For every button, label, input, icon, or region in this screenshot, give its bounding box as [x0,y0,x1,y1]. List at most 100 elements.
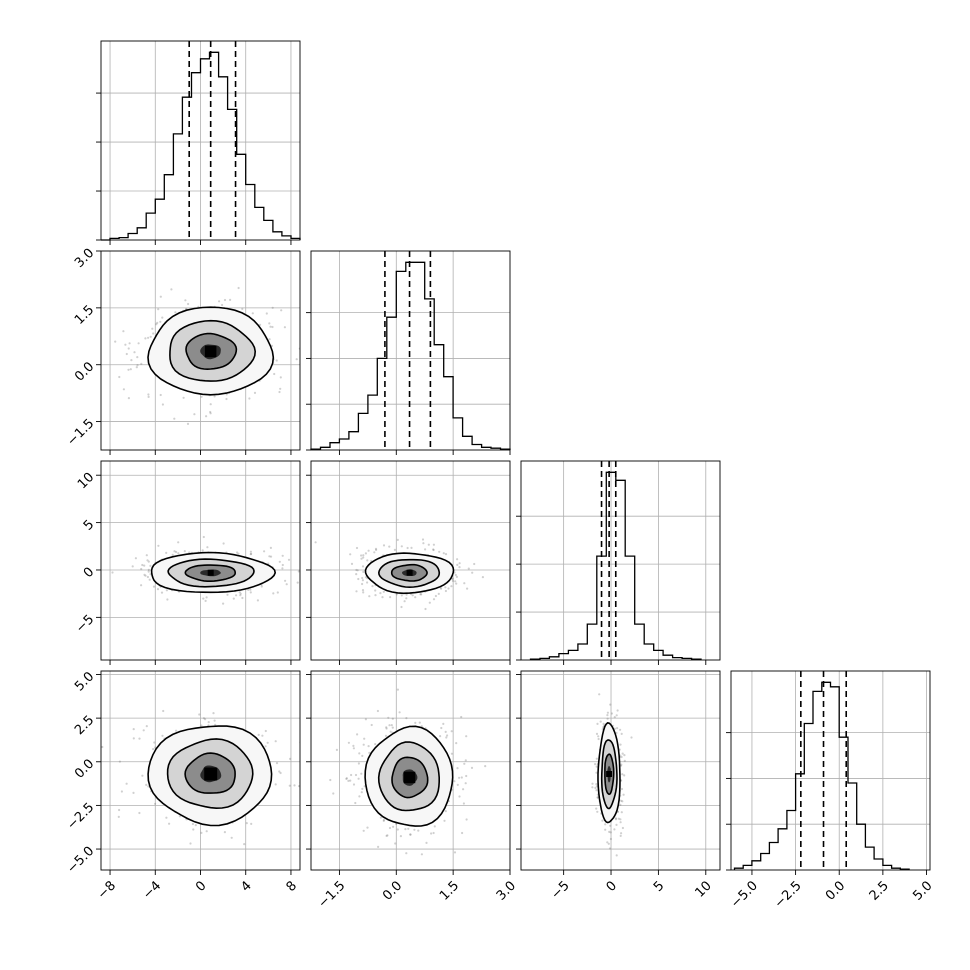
x-tick-label-p2-2: 5 [651,878,667,894]
scatter-point [473,562,476,566]
scatter-point [355,546,359,550]
scatter-point [450,752,453,755]
scatter-point [594,763,597,766]
scatter-point [250,552,253,556]
scatter-point [374,589,377,592]
scatter-point [393,548,396,552]
scatter-point [279,376,282,379]
scatter-point [422,542,425,545]
scatter-point [623,759,626,763]
pair-panel-2-1 [306,460,511,665]
scatter-point [154,746,157,749]
scatter-point [245,822,248,825]
scatter-point [458,566,461,569]
scatter-point [133,351,136,354]
scatter-point [409,833,412,836]
scatter-point [400,594,403,597]
scatter-point [455,582,458,585]
scatter-point [266,741,269,744]
scatter-point [125,782,128,785]
scatter-point [458,562,461,565]
y-tick-label-p1-0: −1.5 [64,416,97,449]
scatter-point [152,585,156,588]
scatter-point [243,843,246,846]
scatter-point [421,538,425,541]
scatter-point [209,403,212,406]
scatter-point [595,757,598,760]
scatter-point [608,847,612,850]
scatter-point [394,842,397,845]
scatter-point [595,771,598,774]
scatter-point [379,816,382,819]
scatter-point [362,743,365,746]
hist-step-line-3 [733,681,910,870]
scatter-point [453,780,456,783]
scatter-point [238,591,241,594]
scatter-point [259,323,262,326]
scatter-point [269,546,272,550]
scatter-point [101,745,104,749]
scatter-point [362,570,365,574]
scatter-point [455,742,458,745]
scatter-point [284,579,287,582]
scatter-point [621,752,624,755]
scatter-point [450,585,453,588]
scatter-point [168,822,171,825]
scatter-point [350,773,353,777]
scatter-point [347,741,350,744]
scatter-point [451,578,454,581]
contour-line-2 [391,756,429,799]
scatter-point [613,727,617,730]
scatter-point [620,811,623,814]
scatter-point [256,599,259,602]
scatter-point [606,711,610,714]
scatter-point [432,548,435,551]
scatter-point [620,799,623,802]
scatter-point [345,777,348,780]
scatter-point [446,734,449,737]
scatter-point [458,795,461,798]
scatter-point [201,549,204,552]
scatter-point [595,765,598,768]
y-tick-label-p3-3: 2.5 [72,713,97,738]
scatter-point [356,569,359,572]
scatter-point [251,312,254,315]
scatter-point [596,796,599,799]
scatter-point [442,722,445,726]
scatter-point [271,306,274,309]
scatter-point [118,375,121,379]
scatter-point [261,734,264,737]
scatter-point [352,783,356,786]
pair-content-3-1 [329,688,487,856]
scatter-point [278,770,281,773]
scatter-point [399,835,402,838]
scatter-point [218,300,221,303]
contour-line-2 [184,752,236,794]
scatter-point [604,828,607,831]
scatter-point [361,565,365,568]
scatter-point [440,587,443,590]
y-tick-label-p3-4: 5.0 [72,669,97,694]
scatter-point [253,391,257,394]
scatter-point [205,415,208,418]
scatter-point [314,541,317,544]
scatter-point [237,552,240,555]
scatter-point [621,826,625,830]
scatter-point [304,566,306,568]
scatter-point [278,390,281,394]
scatter-point [361,589,365,592]
scatter-point [409,833,412,836]
scatter-point [623,774,626,777]
y-tick-label-p1-2: 1.5 [72,303,97,328]
scatter-point [274,740,277,743]
scatter-point [382,818,385,822]
scatter-point [405,717,408,720]
scatter-point [349,553,352,556]
scatter-point [407,827,410,830]
scatter-point [136,356,139,359]
scatter-point [122,330,125,333]
scatter-point [187,302,190,306]
scatter-point [360,772,363,775]
scatter-point [428,601,431,604]
scatter-point [249,591,252,594]
